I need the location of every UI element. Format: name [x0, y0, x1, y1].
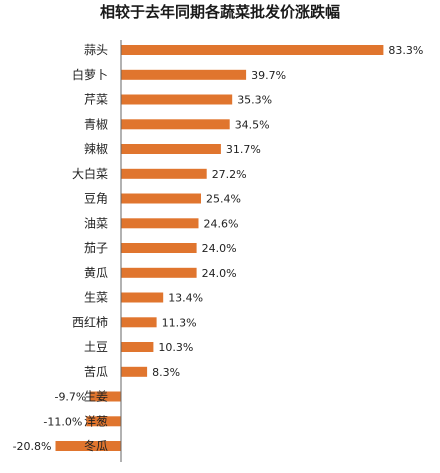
- value-label: 24.0%: [202, 267, 237, 280]
- value-label: 27.2%: [212, 168, 247, 181]
- category-label: 洋葱: [84, 413, 108, 428]
- category-label: 青椒: [84, 117, 108, 131]
- category-label: 生菜: [84, 291, 108, 305]
- value-label: 25.4%: [206, 193, 241, 206]
- bars-group: 蒜头 83.3% 白萝卜 39.7% 芹菜 35.3% 青椒 34.5% 辣椒 31.7% 大白菜 2…: [13, 43, 424, 453]
- category-label: 土豆: [84, 340, 108, 354]
- value-label: 8.3%: [152, 366, 180, 379]
- value-label: 24.0%: [202, 242, 237, 255]
- bar: [121, 267, 197, 278]
- bar: [121, 218, 199, 229]
- category-label: 豆角: [84, 192, 108, 206]
- value-label: 31.7%: [226, 143, 261, 156]
- value-label: 24.6%: [204, 217, 239, 230]
- bar: [90, 391, 121, 402]
- category-label: 油菜: [84, 216, 108, 230]
- value-label: 10.3%: [158, 341, 193, 354]
- category-label: 黄瓜: [84, 266, 108, 280]
- category-label: 蒜头: [84, 43, 108, 57]
- bar: [121, 193, 201, 204]
- bar: [121, 317, 157, 328]
- bar: [121, 292, 164, 303]
- value-label: -9.7%: [54, 391, 86, 404]
- category-label: 冬瓜: [84, 438, 108, 453]
- value-label: 39.7%: [251, 69, 286, 82]
- category-label: 西红柿: [72, 314, 108, 329]
- category-label: 辣椒: [84, 142, 108, 156]
- bar: [55, 441, 121, 451]
- category-label: 苦瓜: [84, 365, 108, 379]
- bar: [86, 416, 121, 427]
- bar: [121, 45, 384, 55]
- bar: [121, 342, 154, 352]
- category-label: 茄子: [84, 241, 108, 255]
- value-label: 34.5%: [235, 118, 270, 131]
- value-label: 11.3%: [162, 316, 197, 329]
- category-label: 大白菜: [72, 166, 108, 181]
- value-label: 35.3%: [237, 94, 272, 107]
- value-label: -11.0%: [43, 415, 82, 428]
- bar: [121, 94, 233, 105]
- category-label: 芹菜: [84, 93, 108, 107]
- bar: [121, 69, 247, 80]
- value-label: 83.3%: [388, 44, 423, 57]
- chart-title: 相较于去年同期各蔬菜批发价涨跌幅: [100, 3, 340, 21]
- value-label: 13.4%: [168, 292, 203, 305]
- bar: [121, 119, 230, 130]
- bar: [121, 243, 197, 253]
- bar: [121, 144, 221, 154]
- bar: [121, 168, 207, 179]
- category-label: 白萝卜: [72, 67, 108, 82]
- bar: [121, 366, 148, 377]
- value-label: -20.8%: [13, 440, 52, 453]
- category-label: 生姜: [84, 390, 108, 404]
